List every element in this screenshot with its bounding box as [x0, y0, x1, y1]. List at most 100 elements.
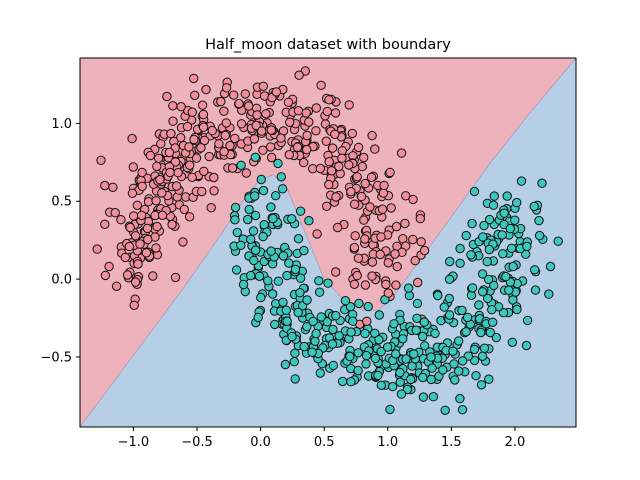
class-1-point [476, 380, 487, 390]
class-0-point [362, 316, 372, 326]
class-1-point [444, 274, 455, 284]
class-0-point [125, 222, 135, 233]
class-1-point [516, 176, 527, 186]
class-0-point [196, 143, 206, 153]
class-1-point [307, 347, 317, 357]
class-0-point [315, 163, 325, 174]
class-1-point [278, 251, 289, 261]
class-1-point [304, 216, 314, 226]
class-0-point [206, 203, 216, 213]
class-0-point [360, 178, 370, 189]
class-0-point [143, 234, 153, 245]
class-0-point [179, 204, 190, 215]
class-0-point [132, 200, 143, 211]
class-1-point [482, 293, 493, 304]
class-1-point [360, 328, 370, 339]
class-0-point [130, 231, 141, 241]
class-0-point [324, 95, 334, 105]
class-0-point [360, 234, 370, 244]
class-0-point [367, 257, 378, 267]
class-0-point [197, 100, 208, 110]
class-0-point [408, 194, 418, 205]
class-0-point [187, 172, 197, 183]
class-0-point [391, 221, 402, 232]
class-0-point [128, 162, 139, 172]
class-1-point [290, 348, 300, 358]
class-1-point [236, 240, 246, 251]
class-0-point [229, 90, 239, 100]
class-1-point [469, 355, 480, 366]
class-1-point [278, 297, 288, 307]
class-0-point [168, 116, 178, 126]
y-tick-label: 0.5 [51, 195, 72, 210]
class-1-point [348, 316, 358, 326]
class-0-point [344, 160, 354, 170]
class-1-point [327, 339, 338, 349]
class-0-point [316, 80, 326, 91]
class-0-point [266, 152, 277, 163]
class-1-point [282, 270, 292, 281]
class-1-point [411, 325, 421, 335]
class-0-point [124, 241, 135, 252]
class-1-point [395, 377, 405, 387]
class-1-point [484, 244, 494, 255]
class-0-point [285, 117, 295, 128]
class-0-point [265, 142, 276, 152]
class-0-point [104, 261, 114, 272]
class-1-point [308, 316, 318, 327]
class-0-point [386, 203, 396, 213]
class-0-point [219, 147, 229, 157]
class-1-point [331, 310, 341, 321]
class-1-point [457, 356, 468, 366]
class-1-point [353, 348, 363, 358]
class-1-point [232, 227, 243, 238]
class-1-point [345, 351, 355, 362]
class-1-point [461, 327, 471, 337]
class-0-point [284, 150, 294, 160]
class-0-point [326, 166, 337, 176]
class-1-point [396, 389, 407, 399]
class-1-point [403, 283, 414, 293]
class-1-point [246, 234, 256, 245]
class-1-point [289, 357, 299, 367]
class-0-point [152, 221, 162, 232]
class-0-point [176, 102, 186, 112]
class-1-point [266, 202, 276, 212]
class-0-point [304, 117, 314, 127]
class-1-point [487, 305, 497, 315]
class-0-point [378, 188, 389, 198]
class-0-point [166, 128, 176, 139]
class-0-point [401, 191, 411, 201]
class-1-point [295, 273, 306, 283]
class-1-point [258, 231, 268, 242]
class-1-point [497, 230, 507, 240]
class-0-point [350, 231, 360, 241]
x-tick-label: 2.0 [505, 435, 526, 450]
class-0-point [258, 81, 268, 92]
class-0-point [129, 300, 139, 310]
class-1-point [409, 349, 419, 359]
class-0-point [321, 136, 331, 146]
class-1-point [477, 287, 488, 297]
class-0-point [116, 215, 126, 225]
class-0-point [234, 98, 244, 109]
class-1-point [250, 210, 261, 221]
class-1-point [471, 371, 481, 381]
class-1-point [553, 236, 563, 246]
class-1-point [268, 213, 278, 224]
class-0-point [302, 130, 312, 141]
class-1-point [469, 344, 480, 355]
class-0-point [204, 151, 214, 162]
class-1-point [438, 365, 448, 375]
y-axis: −0.5 0.0 0.5 1.0 [40, 117, 80, 365]
class-0-point [324, 157, 334, 167]
class-1-point [467, 218, 477, 229]
class-0-point [157, 210, 168, 221]
class-1-point [512, 197, 522, 208]
class-0-point [266, 125, 276, 135]
class-1-point [418, 392, 429, 402]
class-1-point [302, 295, 312, 305]
class-0-point [251, 120, 261, 131]
class-0-point [322, 201, 332, 212]
